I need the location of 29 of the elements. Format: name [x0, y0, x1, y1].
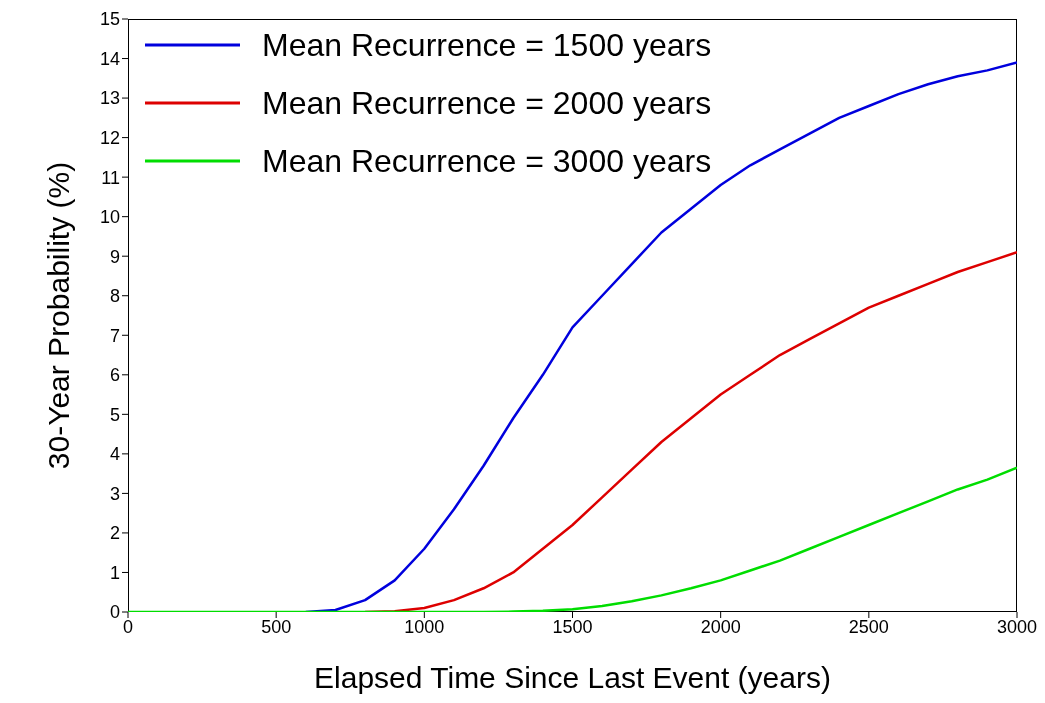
y-tick-label: 13 — [99, 88, 120, 109]
y-tick-label: 11 — [101, 167, 120, 188]
legend-label: Mean Recurrence = 3000 years — [262, 142, 712, 180]
y-tick-label: 1 — [109, 562, 120, 583]
x-tick-label: 1500 — [552, 616, 593, 637]
y-tick-label: 15 — [99, 9, 120, 30]
y-tick-label: 3 — [109, 483, 120, 504]
y-tick-label: 2 — [109, 523, 120, 544]
y-tick-label: 7 — [109, 325, 120, 346]
x-tick-label: 0 — [122, 616, 134, 637]
x-tick-label: 2000 — [700, 616, 741, 637]
y-tick-label: 10 — [99, 207, 120, 228]
y-tick-label: 6 — [109, 365, 120, 386]
y-tick-label: 14 — [99, 48, 120, 69]
x-tick-label: 3000 — [996, 616, 1038, 637]
y-tick-label: 9 — [109, 246, 120, 267]
legend-label: Mean Recurrence = 1500 years — [262, 26, 712, 64]
x-tick-label: 500 — [261, 616, 292, 637]
x-tick-label: 2500 — [848, 616, 889, 637]
x-axis-title: Elapsed Time Since Last Event (years) — [314, 661, 831, 694]
x-tick-label: 1000 — [404, 616, 445, 637]
y-tick-label: 12 — [99, 127, 120, 148]
y-tick-label: 5 — [109, 404, 120, 425]
legend-label: Mean Recurrence = 2000 years — [262, 84, 712, 122]
y-tick-label: 8 — [109, 286, 120, 307]
y-tick-label: 0 — [109, 602, 120, 623]
line-series — [128, 466, 1017, 612]
y-axis-title: 30-Year Probability (%) — [41, 161, 75, 470]
y-tick-label: 4 — [109, 444, 120, 465]
